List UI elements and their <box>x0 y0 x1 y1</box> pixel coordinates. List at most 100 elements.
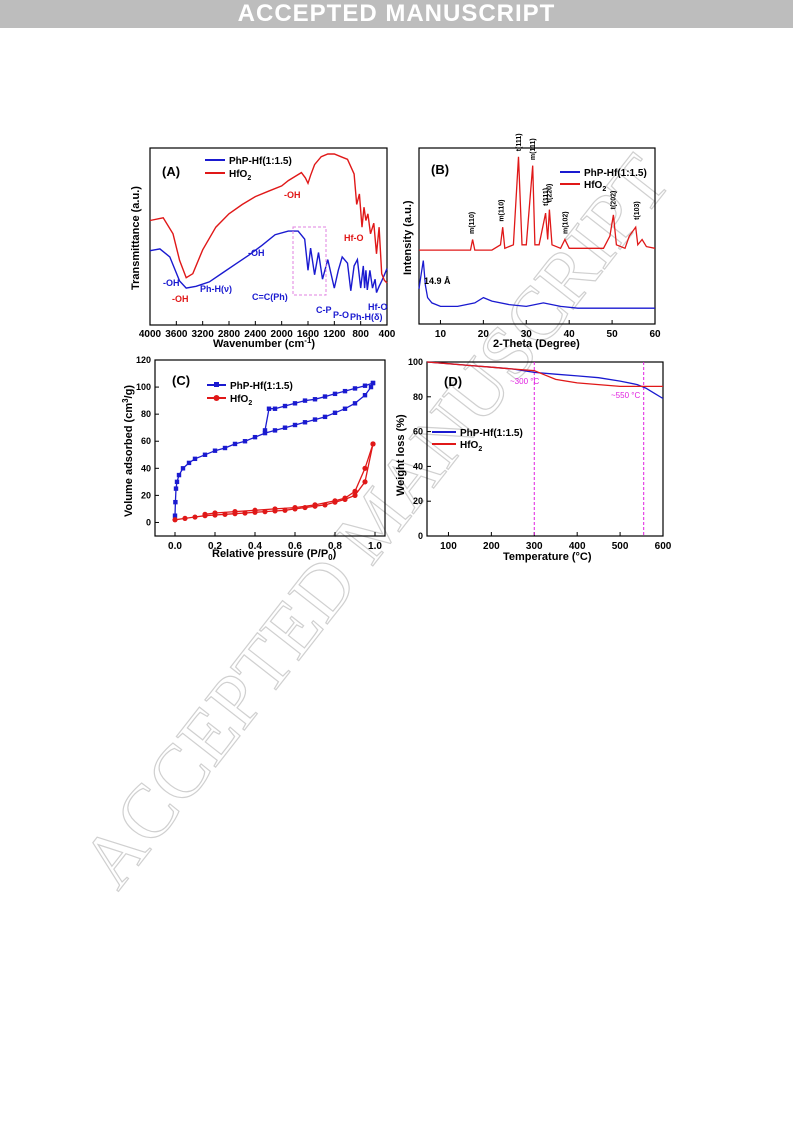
panel-a-xtick-label: 800 <box>352 329 369 340</box>
panel-c-point <box>322 414 328 420</box>
panel-c-point <box>292 401 298 406</box>
panel-c-point <box>222 445 228 451</box>
panel-c-point <box>352 401 358 406</box>
panel-c-point <box>368 384 374 390</box>
panel-d-xlabel: Temperature (°C) <box>503 551 592 563</box>
panel-b-peak-label: m(102) <box>563 211 570 234</box>
panel-c-point <box>342 406 348 411</box>
banner-text: ACCEPTED MANUSCRIPT <box>237 0 556 27</box>
panel-c-point <box>370 441 376 447</box>
panel-d-xtick-label: 400 <box>569 541 586 552</box>
panel-b-peak-label: m(111) <box>530 138 537 160</box>
panel-c-point <box>362 383 368 388</box>
panel-c-point <box>262 430 268 436</box>
panel-a-annot-hfo-blue: Hf-O <box>368 302 388 312</box>
panel-d: 100 200 300 400 500 600 0 20 40 60 80 100 (D) PhP-H… <box>395 357 672 563</box>
panel-c-point <box>292 504 298 511</box>
panel-d-ytick-label: 40 <box>413 461 423 471</box>
panel-b-peak-label: t(111) <box>516 133 523 151</box>
panel-b-xlabel: 2-Theta (Degree) <box>493 338 580 350</box>
panel-d-annot-550: ~550 °C <box>611 391 640 400</box>
panel-d-xtick-label: 200 <box>483 541 500 552</box>
panel-a-annot-po: P-O <box>333 310 349 320</box>
panel-b-annot-14-9: 14.9 Å <box>424 276 451 286</box>
panel-c-legend-1: PhP-Hf(1:1.5) <box>230 381 293 392</box>
panel-b-peak-label: t(103) <box>634 201 641 220</box>
panel-a-series-php-hf <box>149 230 388 293</box>
panel-a-annot-hfo-red: Hf-O <box>344 233 364 243</box>
panel-c-ytick-label: 20 <box>141 490 151 500</box>
panel-c-point <box>192 456 198 462</box>
panel-c-point <box>332 391 338 397</box>
panel-c-point <box>202 452 208 457</box>
panel-c-point <box>212 448 218 453</box>
panel-a-xtick-label: 3200 <box>192 329 215 340</box>
panel-c-xtick-label: 0.0 <box>168 541 182 552</box>
panel-a-label: (A) <box>162 164 180 179</box>
panel-c-point <box>312 502 318 508</box>
panel-c: 0.0 0.2 0.4 0.6 0.8 1.0 0 20 40 60 80 100 120 (C) Ph… <box>121 355 386 562</box>
panel-c-xtick-label: 0.6 <box>288 541 302 552</box>
panel-a-xtick-label: 3600 <box>165 329 188 340</box>
panel-b-legend-2: HfO2 <box>584 180 606 193</box>
panel-c-series-line <box>204 443 374 515</box>
panel-c-point <box>322 394 328 399</box>
panel-c-xtick-label: 0.2 <box>208 541 222 552</box>
panel-d-xtick-label: 500 <box>612 541 629 552</box>
panel-d-xtick-label: 300 <box>526 541 543 552</box>
panel-c-ytick-label: 60 <box>141 436 151 446</box>
panel-d-series-hfo2 <box>426 361 663 388</box>
panel-a-legend-1: PhP-Hf(1:1.5) <box>229 156 292 167</box>
panel-c-point <box>192 514 198 520</box>
panel-c-frame <box>154 359 386 537</box>
panel-b-label: (B) <box>431 162 449 177</box>
panel-a-annot-phh-v: Ph-H(ν) <box>200 284 232 294</box>
panel-c-point <box>180 466 186 471</box>
panel-c-legend-2: HfO2 <box>230 394 252 407</box>
panel-c-point <box>282 425 288 430</box>
panel-c-point <box>312 397 318 402</box>
panel-c-point <box>342 388 348 394</box>
panel-c-point <box>272 406 278 411</box>
panel-c-point <box>176 472 182 478</box>
panel-b-peak-label: t(202) <box>610 191 617 210</box>
panel-d-frame <box>426 361 664 537</box>
panel-a-ylabel: Transmittance (a.u.) <box>130 186 142 290</box>
panel-c-point <box>272 428 278 433</box>
panel-a: 4000 3600 3200 2800 2400 2000 1600 1200 800 400 (… <box>130 147 396 350</box>
panel-b-series-php-hf <box>418 260 655 309</box>
panel-a-xtick-label: 4000 <box>139 329 162 340</box>
panel-c-point <box>182 515 188 522</box>
panel-c-ytick-label: 0 <box>146 517 151 527</box>
panel-b-peak-label: m(110) <box>498 199 505 221</box>
panel-c-point <box>212 510 218 516</box>
panel-d-legend-2: HfO2 <box>460 440 482 453</box>
panel-c-point <box>362 465 368 471</box>
panel-c-point <box>173 499 178 505</box>
panel-c-point <box>262 428 268 433</box>
panel-c-point <box>174 479 180 485</box>
panel-b-legend-1: PhP-Hf(1:1.5) <box>584 168 647 179</box>
panel-c-ylabel: Volume adsorbed (cm3/g) <box>121 385 135 517</box>
panel-a-xtick-label: 2800 <box>218 329 241 340</box>
panel-d-ytick-label: 80 <box>413 392 423 402</box>
panel-a-xtick-label: 2400 <box>244 329 267 340</box>
panel-b-peak-label: t(220) <box>546 184 553 203</box>
panel-a-frame <box>149 147 388 326</box>
panel-b-xtick-label: 40 <box>564 329 576 340</box>
panel-a-xtick-label: 400 <box>379 329 396 340</box>
panel-c-point <box>302 398 308 403</box>
panel-c-point <box>232 441 238 447</box>
panel-d-label: (D) <box>444 374 462 389</box>
panel-c-legend-red-marker <box>213 395 220 401</box>
panel-c-point <box>312 417 318 422</box>
panel-c-point <box>266 406 272 411</box>
panel-c-point <box>302 420 308 425</box>
panel-b-xtick-label: 10 <box>435 329 447 340</box>
panel-c-point <box>232 509 238 515</box>
panel-a-xtick-label: 1200 <box>323 329 346 340</box>
panel-c-point <box>370 380 376 386</box>
panel-b-frame <box>418 147 656 325</box>
panel-c-point <box>282 403 288 409</box>
panel-c-point <box>332 410 338 415</box>
